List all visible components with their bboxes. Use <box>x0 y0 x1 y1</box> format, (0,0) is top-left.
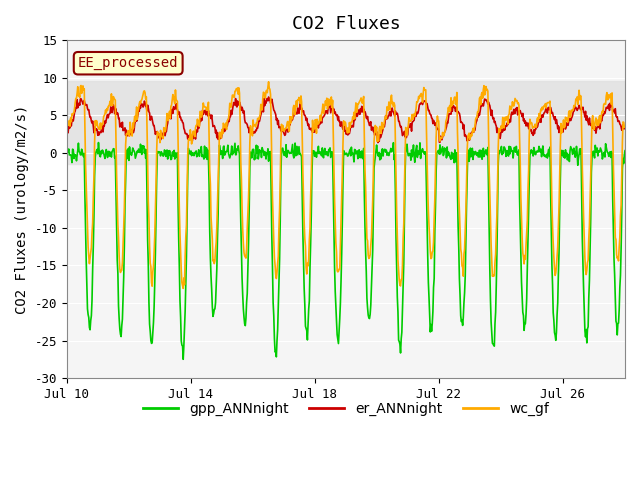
gpp_ANNnight <box>381 146 388 152</box>
wc_gf <box>381 119 388 124</box>
er_ANNnight <box>515 108 523 114</box>
er_ANNnight <box>83 102 91 108</box>
er_ANNnight <box>195 122 202 128</box>
gpp_ANNnight <box>179 357 187 362</box>
wc_gf <box>179 286 187 291</box>
Line: gpp_ANNnight: gpp_ANNnight <box>67 143 625 360</box>
Line: wc_gf: wc_gf <box>67 82 625 288</box>
gpp_ANNnight <box>621 148 629 154</box>
wc_gf <box>63 116 70 122</box>
wc_gf <box>83 202 91 208</box>
wc_gf <box>265 79 273 84</box>
wc_gf <box>268 121 275 127</box>
wc_gf <box>297 93 305 99</box>
gpp_ANNnight <box>83 280 91 286</box>
er_ANNnight <box>374 140 381 145</box>
er_ANNnight <box>296 100 304 106</box>
Legend: gpp_ANNnight, er_ANNnight, wc_gf: gpp_ANNnight, er_ANNnight, wc_gf <box>138 396 554 422</box>
Y-axis label: CO2 Fluxes (urology/m2/s): CO2 Fluxes (urology/m2/s) <box>15 105 29 314</box>
gpp_ANNnight <box>63 154 70 160</box>
gpp_ANNnight <box>196 154 204 159</box>
gpp_ANNnight <box>268 192 275 198</box>
er_ANNnight <box>381 124 388 130</box>
Line: er_ANNnight: er_ANNnight <box>67 97 625 143</box>
gpp_ANNnight <box>297 152 305 158</box>
gpp_ANNnight <box>95 140 102 145</box>
Title: CO2 Fluxes: CO2 Fluxes <box>291 15 400 33</box>
wc_gf <box>515 102 523 108</box>
Bar <box>67 82 625 164</box>
er_ANNnight <box>265 94 273 100</box>
er_ANNnight <box>267 100 275 106</box>
wc_gf <box>621 124 629 130</box>
wc_gf <box>195 119 203 124</box>
gpp_ANNnight <box>515 147 523 153</box>
er_ANNnight <box>621 125 629 131</box>
Text: EE_processed: EE_processed <box>78 56 179 70</box>
er_ANNnight <box>63 128 70 133</box>
